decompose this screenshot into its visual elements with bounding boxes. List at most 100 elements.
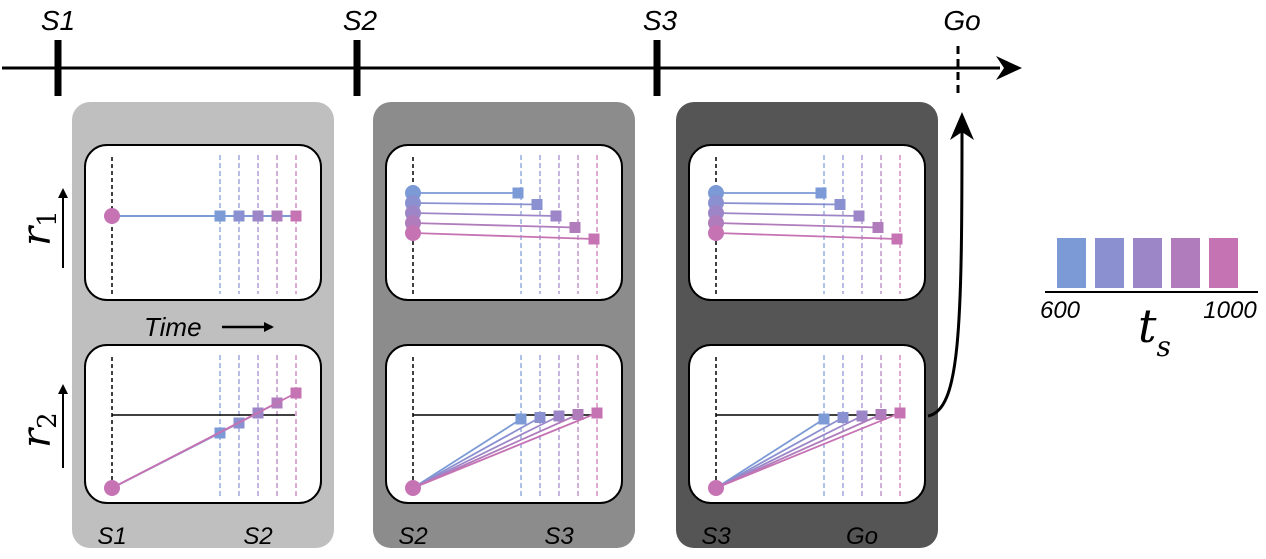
- trajectory: [412, 416, 541, 489]
- panel-end-label: S2: [243, 523, 272, 550]
- panel-start-label: S2: [398, 523, 427, 550]
- end-marker: [872, 222, 884, 233]
- panel-S2-S3: S2 S3: [373, 102, 635, 550]
- end-marker: [837, 412, 849, 423]
- legend-min-label: 600: [1040, 297, 1081, 324]
- legend-swatch: [1171, 238, 1200, 288]
- start-marker: [708, 480, 724, 496]
- end-marker: [233, 210, 245, 222]
- legend-swatch: [1057, 238, 1086, 288]
- trajectory: [715, 416, 844, 489]
- end-marker: [834, 199, 846, 210]
- panel-start-label: S3: [701, 523, 731, 550]
- r1-subpanel: [688, 144, 926, 301]
- r2-subpanel: [84, 344, 322, 504]
- panel-end-label: S3: [544, 523, 574, 550]
- timeline: S1 S2 S3 Go: [2, 5, 1022, 98]
- end-marker: [512, 187, 524, 199]
- r2-axis-subscript: 2: [33, 412, 63, 429]
- trajectory: [715, 212, 860, 217]
- r2-axis-label: r2: [14, 412, 63, 448]
- end-marker: [515, 413, 527, 425]
- start-marker: [405, 225, 421, 241]
- legend-title-subscript: s: [1157, 330, 1171, 363]
- trajectory: [715, 413, 882, 489]
- panel-S1-S2: S1 S2: [72, 102, 334, 550]
- go-arrowhead-icon: [950, 112, 974, 140]
- r2-plot-area: [385, 344, 623, 504]
- start-marker: [104, 208, 120, 224]
- trajectory: [412, 415, 560, 489]
- start-marker: [104, 480, 120, 496]
- end-marker: [856, 410, 868, 422]
- end-marker: [588, 233, 600, 245]
- trajectory: [715, 418, 825, 489]
- event-label-s3: S3: [643, 5, 678, 36]
- ts-legend: 600 1000 ts: [1040, 238, 1258, 363]
- trajectory: [715, 202, 841, 206]
- r1-plot-area: [84, 144, 322, 301]
- r1-axis: r1: [14, 188, 68, 268]
- r2-plot-area: [84, 344, 322, 504]
- r1-axis-label: r1: [14, 210, 63, 246]
- time-axis-label: Time: [144, 312, 274, 342]
- end-marker: [534, 412, 546, 423]
- legend-swatch: [1133, 238, 1162, 288]
- event-label-go: Go: [943, 5, 980, 36]
- end-marker: [572, 409, 584, 420]
- start-marker: [405, 480, 421, 496]
- end-marker: [531, 199, 543, 210]
- trajectory: [715, 232, 898, 240]
- legend-title: ts: [1138, 299, 1171, 363]
- event-label-s2: S2: [343, 5, 378, 36]
- panel-S3-Go: S3 Go: [676, 102, 938, 550]
- start-marker: [708, 225, 724, 241]
- end-marker: [271, 210, 283, 222]
- trajectory: [412, 212, 557, 217]
- event-label-s1: S1: [41, 5, 75, 36]
- end-marker: [591, 407, 603, 419]
- trajectory: [111, 392, 297, 489]
- trajectory: [412, 202, 538, 206]
- r1-subpanel: [84, 144, 322, 301]
- r2-plot-area: [688, 344, 926, 504]
- legend-swatch: [1209, 238, 1238, 288]
- trajectory: [412, 232, 595, 240]
- timeline-arrow-icon: [996, 56, 1022, 80]
- r1-axis-subscript: 1: [33, 210, 63, 227]
- end-marker: [550, 210, 562, 222]
- end-marker: [891, 233, 903, 245]
- end-marker: [853, 210, 865, 222]
- end-marker: [815, 187, 827, 199]
- trajectory: [715, 222, 879, 229]
- end-marker: [569, 222, 581, 233]
- legend-swatch: [1095, 238, 1124, 288]
- end-marker: [214, 210, 226, 222]
- go-curve-arrow: [927, 125, 964, 418]
- end-marker: [252, 210, 264, 222]
- legend-title-main: t: [1138, 299, 1157, 353]
- epoch-panels: S1 S2 S2 S3 S3 Go: [72, 102, 938, 550]
- r1-plot-area: [385, 144, 623, 301]
- trajectory: [412, 412, 598, 489]
- time-label: Time: [144, 312, 202, 342]
- panel-end-label: Go: [846, 523, 878, 550]
- end-marker: [875, 409, 887, 420]
- trajectory: [412, 222, 576, 229]
- trajectory: [715, 415, 863, 489]
- r2-subpanel: [385, 344, 623, 504]
- legend-max-label: 1000: [1203, 297, 1257, 324]
- r2-axis: r2: [14, 384, 68, 468]
- r1-plot-area: [688, 144, 926, 301]
- end-marker: [290, 210, 302, 222]
- trajectory: [412, 418, 522, 489]
- end-marker: [553, 410, 565, 422]
- trajectory: [715, 412, 901, 489]
- end-marker: [818, 413, 830, 425]
- r1-subpanel: [385, 144, 623, 301]
- r2-subpanel: [688, 344, 926, 504]
- end-marker: [290, 387, 302, 399]
- end-marker: [894, 407, 906, 419]
- trajectory: [412, 413, 579, 489]
